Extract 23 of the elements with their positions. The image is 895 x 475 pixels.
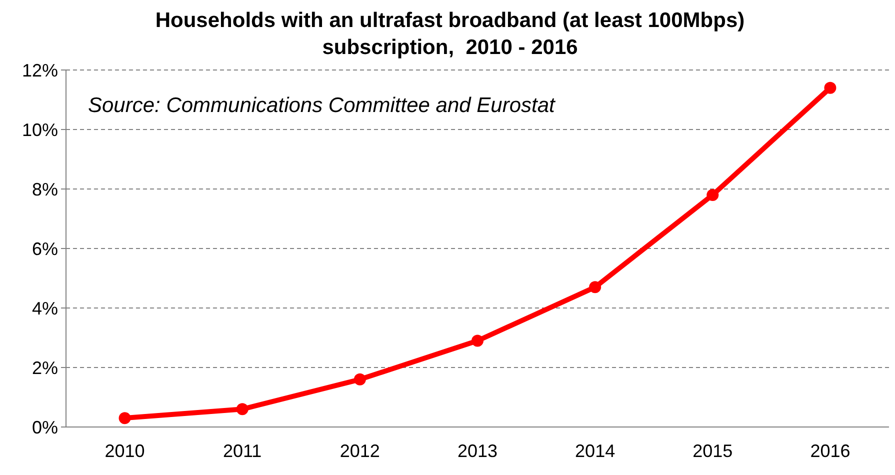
- x-tick-label: 2011: [223, 441, 262, 461]
- x-tick-label: 2016: [810, 441, 850, 461]
- y-tick-label: 8%: [32, 179, 58, 200]
- point: [706, 188, 719, 201]
- point: [589, 281, 602, 294]
- point: [118, 412, 131, 424]
- y-tick-label: 2%: [32, 358, 58, 378]
- y-tick-label: 4%: [32, 298, 58, 318]
- x-tick-label: 2012: [340, 441, 380, 461]
- chart-title: Households with an ultrafast broadband (at least 100Mbps) subscription, 2010 - 2016: [155, 9, 745, 59]
- point: [824, 82, 836, 94]
- x-tick-label: 2015: [692, 441, 733, 461]
- y-tick-label: 12%: [22, 60, 58, 80]
- y-tick-label: 0%: [32, 417, 58, 438]
- point: [354, 373, 366, 386]
- annotation: Source: Communications Committee and Eurostat: [88, 94, 556, 117]
- point: [236, 403, 248, 416]
- y-tick-label: 6%: [32, 238, 58, 259]
- point: [472, 334, 484, 347]
- x-tick-label: 2010: [104, 441, 145, 461]
- x-tick-label: 2013: [457, 441, 498, 461]
- y-tick-label: 10%: [22, 120, 58, 140]
- x-tick-label: 2014: [575, 441, 616, 461]
